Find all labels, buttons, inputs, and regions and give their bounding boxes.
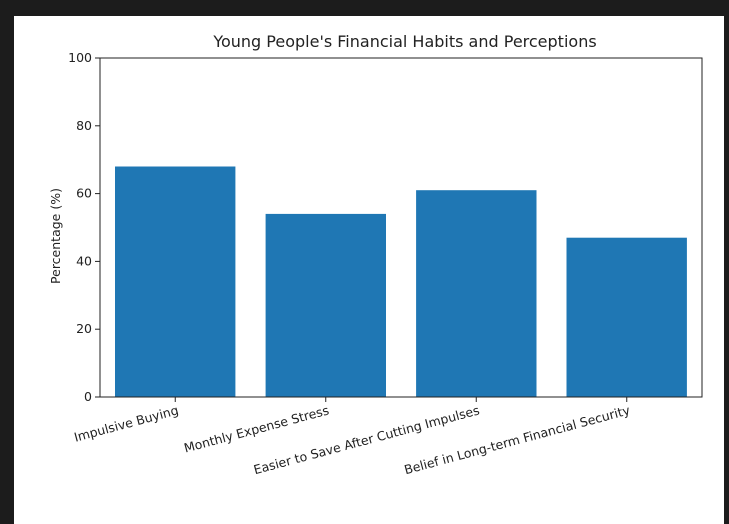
- bar-4: [567, 238, 687, 397]
- chart-canvas: Young People's Financial Habits and Perc…: [14, 16, 724, 524]
- y-axis-label: Percentage (%): [48, 188, 63, 284]
- y-tick-label: 100: [68, 50, 92, 65]
- y-tick-label: 0: [84, 389, 92, 404]
- y-tick-label: 60: [76, 186, 92, 201]
- bar-chart: Young People's Financial Habits and Perc…: [14, 16, 724, 524]
- bar-3: [416, 190, 536, 397]
- y-tick-label: 80: [76, 118, 92, 133]
- x-tick-label: Impulsive Buying: [72, 402, 180, 444]
- chart-title: Young People's Financial Habits and Perc…: [212, 32, 596, 51]
- bar-2: [266, 214, 386, 397]
- bar-1: [115, 167, 235, 398]
- y-tick-label: 20: [76, 321, 92, 336]
- y-tick-label: 40: [76, 253, 92, 268]
